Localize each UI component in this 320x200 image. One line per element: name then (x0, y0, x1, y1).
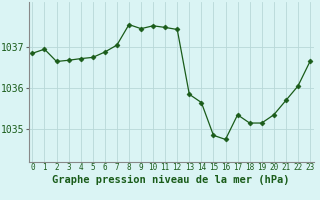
X-axis label: Graphe pression niveau de la mer (hPa): Graphe pression niveau de la mer (hPa) (52, 175, 290, 185)
